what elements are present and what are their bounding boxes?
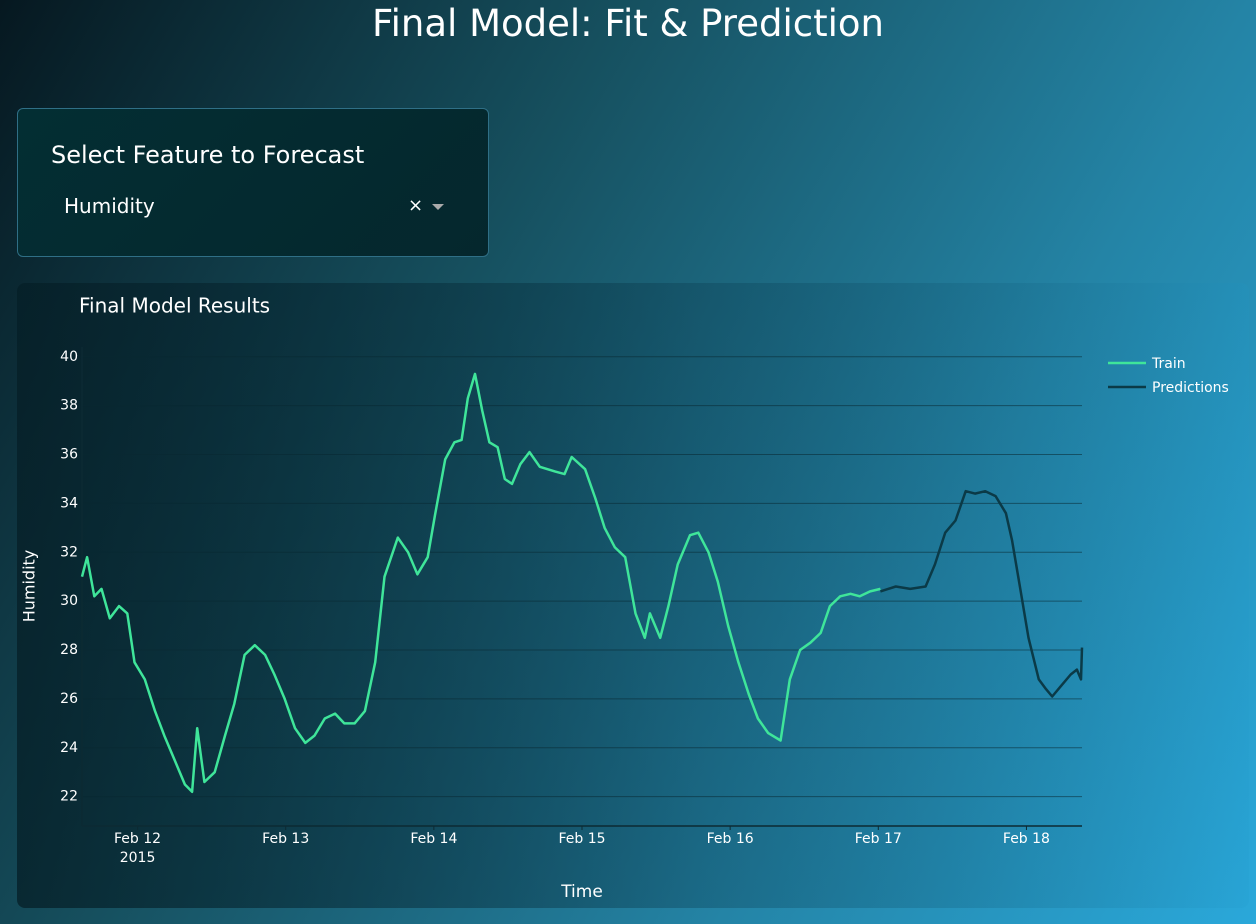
x-tick-label: Feb 15 — [558, 831, 606, 847]
clear-button[interactable]: × — [408, 195, 424, 216]
x-tick-label: Feb 18 — [1002, 831, 1050, 847]
y-tick-label: 22 — [60, 789, 78, 805]
chart-title: Final Model Results — [79, 294, 270, 318]
legend-label: Train — [1151, 356, 1186, 372]
y-tick-label: 38 — [60, 398, 78, 414]
y-tick-label: 34 — [60, 495, 78, 511]
x-tick-label: Feb 12 2015 — [114, 831, 162, 866]
x-tick-label: Feb 14 — [410, 831, 458, 847]
page-title: Final Model: Fit & Prediction — [372, 2, 884, 45]
y-tick-label: 26 — [60, 691, 78, 707]
y-tick-label: 32 — [60, 544, 78, 560]
y-tick-label: 28 — [60, 642, 78, 658]
x-tick-label: Feb 13 — [262, 831, 310, 847]
y-axis-title: Humidity — [20, 550, 39, 623]
y-tick-label: 40 — [60, 349, 78, 365]
dropdown-label: Select Feature to Forecast — [51, 141, 365, 169]
dropdown-value: Humidity — [64, 194, 155, 218]
x-tick-label: Feb 17 — [854, 831, 902, 847]
x-tick-label: Feb 16 — [706, 831, 754, 847]
feature-dropdown[interactable]: Humidity × — [46, 189, 452, 225]
legend-label: Predictions — [1152, 380, 1229, 396]
series-line — [80, 372, 881, 794]
series-line — [880, 489, 1084, 698]
y-tick-label: 30 — [60, 593, 78, 609]
feature-card: Select Feature to Forecast Humidity × — [17, 108, 489, 257]
y-tick-label: 36 — [60, 447, 78, 463]
dropdown-caret[interactable] — [432, 204, 444, 210]
x-axis-title: Time — [560, 882, 603, 902]
y-tick-label: 24 — [60, 740, 78, 756]
